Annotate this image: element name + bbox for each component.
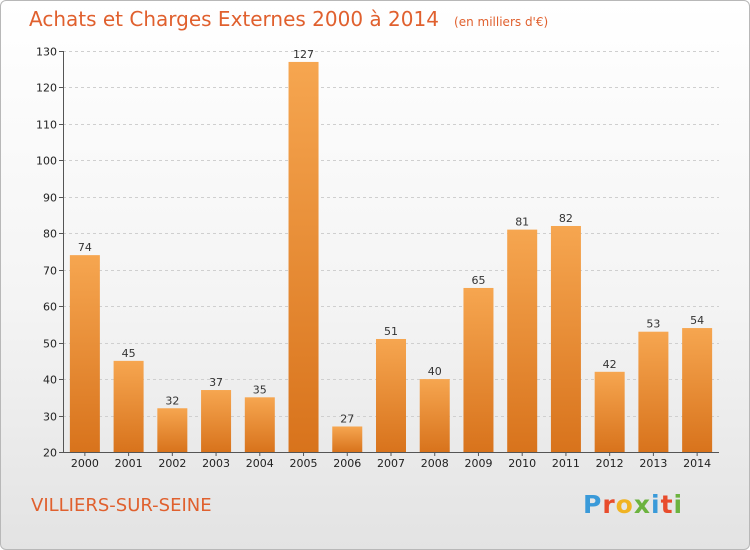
y-tick-label: 90	[43, 192, 57, 205]
bar-value-label: 32	[165, 394, 179, 407]
y-tick-label: 80	[43, 228, 57, 241]
y-tick-label: 60	[43, 301, 57, 314]
bar-value-label: 54	[690, 314, 704, 327]
x-tick-label: 2011	[552, 457, 580, 470]
y-tick-label: 20	[43, 447, 57, 460]
bar	[244, 397, 275, 452]
bar-value-label: 74	[78, 241, 92, 254]
bar	[419, 379, 450, 452]
commune-name: VILLIERS-SUR-SEINE	[31, 495, 212, 516]
x-tick-label: 2005	[290, 457, 318, 470]
bar-value-label: 40	[428, 365, 442, 378]
x-tick-label: 2007	[377, 457, 405, 470]
bar-value-label: 127	[293, 48, 314, 61]
bar-value-label: 42	[603, 358, 617, 371]
bar	[288, 61, 319, 452]
bar	[69, 255, 100, 452]
bar	[594, 371, 625, 452]
bar	[376, 338, 406, 452]
axes	[59, 51, 719, 456]
proxiti-logo: Proxiti	[583, 490, 683, 519]
bar	[550, 225, 581, 452]
logo-letter: i	[651, 490, 661, 519]
logo-letter: x	[633, 490, 651, 519]
x-tick-label: 2000	[71, 457, 99, 470]
bar-value-label: 45	[122, 347, 136, 360]
bar-value-label: 81	[515, 216, 529, 229]
chart-title: Achats et Charges Externes 2000 à 2014	[29, 7, 439, 31]
chart-title-row: Achats et Charges Externes 2000 à 2014 (…	[29, 7, 548, 31]
bar-value-label: 51	[384, 325, 398, 338]
logo-letter: r	[602, 490, 616, 519]
bar-value-label: 35	[253, 383, 267, 396]
logo-letter: P	[583, 490, 603, 519]
chart-unit-note: (en milliers d'€)	[454, 15, 549, 29]
x-tick-label: 2003	[202, 457, 230, 470]
y-tick-label: 70	[43, 265, 57, 278]
x-tick-label: 2013	[639, 457, 667, 470]
y-tick-label: 130	[36, 46, 57, 59]
y-tick-label: 40	[43, 374, 57, 387]
y-tick-label: 50	[43, 338, 57, 351]
x-tick-label: 2014	[683, 457, 711, 470]
logo-letter: t	[660, 490, 674, 519]
bar	[463, 287, 494, 452]
y-tick-label: 100	[36, 155, 57, 168]
bar-value-label: 27	[340, 412, 354, 425]
x-tick-label: 2002	[158, 457, 186, 470]
x-tick-label: 2008	[421, 457, 449, 470]
logo-letter: o	[615, 490, 634, 519]
bar	[157, 408, 188, 452]
bar	[682, 328, 713, 452]
y-tick-label: 110	[36, 119, 57, 132]
bar	[332, 426, 363, 452]
bar-value-label: 37	[209, 376, 223, 389]
labels: 20 30 40 50 60 70 80 90 100 110 120 130 74 2000 45 2001…	[36, 46, 711, 471]
bar-value-label: 65	[471, 274, 485, 287]
bar	[113, 360, 144, 452]
y-tick-label: 120	[36, 82, 57, 95]
bar-value-label: 82	[559, 212, 573, 225]
x-tick-label: 2012	[596, 457, 624, 470]
x-tick-label: 2001	[115, 457, 143, 470]
bars	[69, 61, 713, 452]
bar-value-label: 53	[646, 318, 660, 331]
bar	[507, 229, 538, 452]
x-tick-label: 2006	[333, 457, 361, 470]
bar	[201, 390, 232, 452]
x-tick-label: 2004	[246, 457, 274, 470]
x-tick-label: 2009	[464, 457, 492, 470]
y-tick-label: 30	[43, 411, 57, 424]
logo-letter: i	[673, 490, 684, 519]
x-tick-label: 2010	[508, 457, 536, 470]
bar	[638, 331, 669, 452]
